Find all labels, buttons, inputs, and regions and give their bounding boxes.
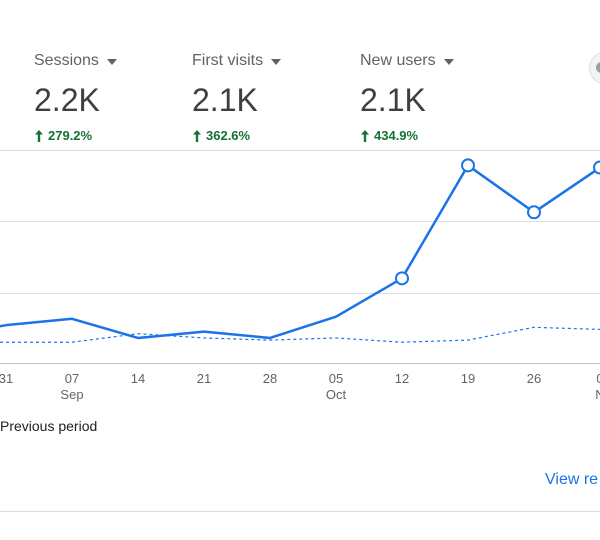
metric-new-users[interactable]: New users 2.1K 434.9% [360,50,454,143]
legend-previous-period: Previous period [0,418,98,434]
x-month-label: N [595,387,600,402]
metric-selector[interactable]: Sessions [34,50,117,72]
metric-value: 2.1K [192,82,258,118]
series-previous-line [0,326,600,343]
metric-first-visits[interactable]: First visits 2.1K 362.6% [192,50,282,143]
arrow-up-icon [361,129,369,142]
metric-label: New users [360,52,436,69]
metric-label: First visits [192,52,264,69]
metric-value: 2.2K [34,82,100,118]
x-tick-label: 12 [395,371,409,386]
x-tick-label: 19 [461,371,475,386]
x-tick-label: 31 [0,371,13,386]
data-point [461,158,475,173]
metric-label: Sessions [34,52,99,69]
metric-delta-value: 362.6% [206,128,251,143]
arrow-up-icon [35,129,43,142]
metric-delta-value: 279.2% [48,128,93,143]
avatar-button[interactable] [589,52,600,84]
arrow-up-icon [193,129,201,142]
caret-down-icon[interactable] [106,58,117,65]
caret-down-icon[interactable] [443,58,454,65]
x-month-label: Sep [60,387,83,402]
caret-down-icon[interactable] [271,58,282,65]
metric-selector[interactable]: New users [360,50,454,72]
metric-selector[interactable]: First visits [192,50,282,72]
view-report-link[interactable]: View re [545,471,599,488]
series-current-line [0,164,600,340]
x-tick-label: 21 [197,371,211,386]
metric-sessions[interactable]: Sessions 2.2K 279.2% [34,50,117,143]
avatar-icon [596,62,600,73]
x-tick-label: 26 [527,371,541,386]
x-month-label: Oct [326,387,347,402]
x-tick-label: 0 [596,371,600,386]
data-point [593,160,600,175]
metric-delta: 362.6% [192,128,281,143]
metric-delta: 434.9% [360,128,454,143]
x-tick-label: 05 [329,371,343,386]
metric-value: 2.1K [360,82,426,118]
metric-delta: 279.2% [34,128,117,143]
x-tick-label: 14 [131,371,145,386]
metric-delta-value: 434.9% [374,128,419,143]
divider [0,511,600,512]
x-tick-label: 07 [65,371,79,386]
x-tick-label: 28 [263,371,277,386]
data-point [527,205,541,220]
data-point [395,271,409,286]
